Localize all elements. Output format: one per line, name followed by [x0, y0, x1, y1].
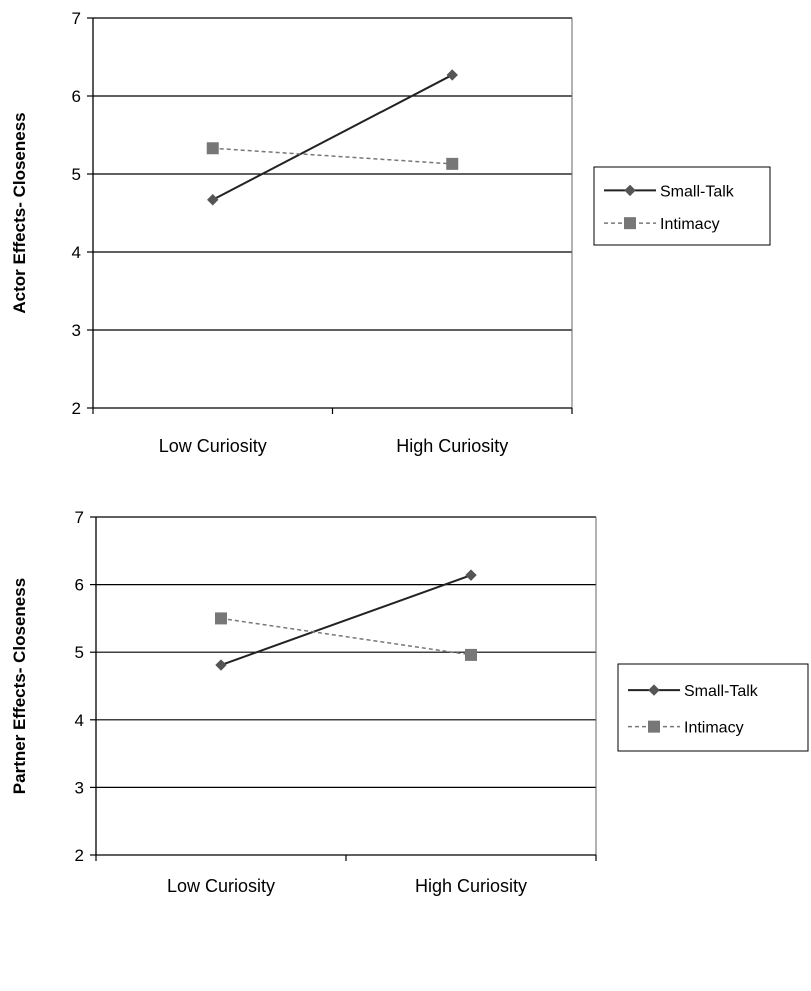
y-axis-label: Partner Effects- Closeness [10, 578, 29, 794]
legend-square-icon [624, 217, 636, 230]
y-tick-label: 4 [72, 243, 81, 262]
y-tick-label: 5 [75, 643, 84, 662]
actor-effects-chart: 2 3 4 5 6 7 Low Curiosity High Curiosity Actor E… [10, 9, 771, 456]
series-line [220, 574, 472, 666]
y-tick-label: 5 [72, 165, 81, 184]
y-tick-label: 4 [75, 711, 84, 730]
legend-label: Small-Talk [660, 183, 735, 200]
x-category-label: Low Curiosity [167, 876, 275, 896]
series-line [212, 74, 453, 201]
y-tick-label: 3 [72, 321, 81, 340]
y-tick-label: 3 [75, 778, 84, 797]
diamond-point [446, 69, 458, 81]
diamond-point [215, 659, 227, 671]
legend-label: Intimacy [684, 720, 744, 737]
partner-effects-chart: 2 3 4 5 6 7 Low Curiosity High Curiosity Partner… [10, 508, 809, 896]
legend-diamond-icon [648, 684, 660, 696]
square-point [465, 648, 477, 661]
y-tick-label: 6 [72, 87, 81, 106]
y-tick-label: 7 [75, 508, 84, 527]
legend-box [617, 663, 809, 752]
legend-square-icon [648, 720, 660, 733]
square-point [206, 142, 219, 155]
diamond-point [207, 194, 219, 206]
x-category-label: Low Curiosity [159, 436, 267, 456]
legend-box [593, 166, 771, 246]
x-category-label: High Curiosity [415, 876, 527, 896]
legend-label: Intimacy [660, 216, 720, 233]
series-line [220, 617, 472, 656]
y-tick-label: 7 [72, 9, 81, 28]
x-category-label: High Curiosity [396, 436, 508, 456]
square-point [215, 612, 227, 625]
y-tick-label: 2 [72, 399, 81, 418]
square-point [446, 157, 459, 170]
legend-diamond-icon [624, 184, 636, 197]
y-tick-label: 2 [75, 846, 84, 865]
y-tick-label: 6 [75, 576, 84, 595]
diamond-point [465, 569, 477, 581]
series-line [212, 147, 453, 165]
y-axis-label: Actor Effects- Closeness [10, 112, 29, 313]
legend-label: Small-Talk [684, 683, 759, 700]
